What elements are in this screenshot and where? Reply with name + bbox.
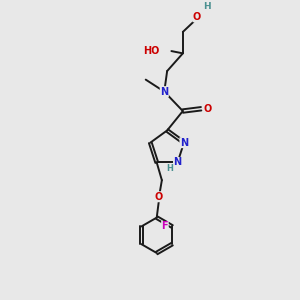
Text: H: H	[203, 2, 211, 11]
Text: N: N	[180, 138, 188, 148]
Text: O: O	[155, 192, 163, 202]
Text: N: N	[160, 87, 168, 97]
Text: HO: HO	[144, 46, 160, 56]
Text: O: O	[204, 104, 212, 114]
Text: O: O	[193, 12, 201, 22]
Text: F: F	[162, 221, 168, 231]
Text: H: H	[166, 164, 173, 173]
Text: N: N	[173, 158, 181, 167]
